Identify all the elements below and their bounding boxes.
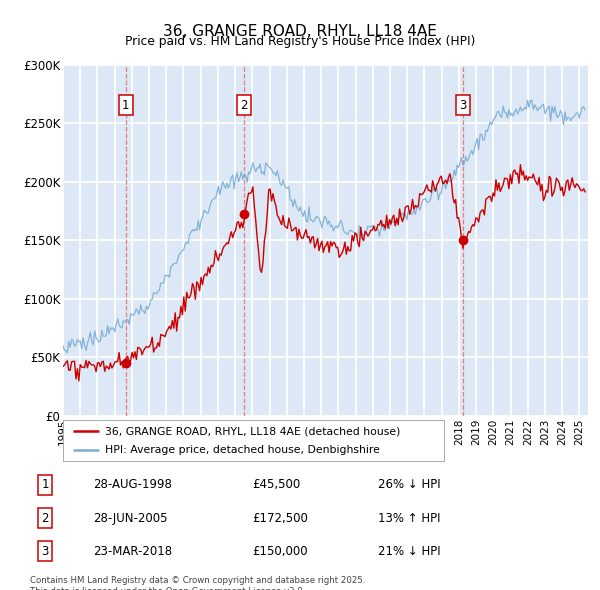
Text: Price paid vs. HM Land Registry's House Price Index (HPI): Price paid vs. HM Land Registry's House …	[125, 35, 475, 48]
Text: 36, GRANGE ROAD, RHYL, LL18 4AE: 36, GRANGE ROAD, RHYL, LL18 4AE	[163, 24, 437, 38]
Text: 13% ↑ HPI: 13% ↑ HPI	[378, 512, 440, 525]
Text: Contains HM Land Registry data © Crown copyright and database right 2025.
This d: Contains HM Land Registry data © Crown c…	[30, 576, 365, 590]
Text: 1: 1	[41, 478, 49, 491]
Text: 21% ↓ HPI: 21% ↓ HPI	[378, 545, 440, 558]
Text: 2: 2	[41, 512, 49, 525]
Text: 28-JUN-2005: 28-JUN-2005	[93, 512, 167, 525]
Text: 36, GRANGE ROAD, RHYL, LL18 4AE (detached house): 36, GRANGE ROAD, RHYL, LL18 4AE (detache…	[105, 426, 400, 436]
Text: 26% ↓ HPI: 26% ↓ HPI	[378, 478, 440, 491]
Text: £150,000: £150,000	[252, 545, 308, 558]
Text: 3: 3	[41, 545, 49, 558]
Text: HPI: Average price, detached house, Denbighshire: HPI: Average price, detached house, Denb…	[105, 445, 380, 455]
Text: 28-AUG-1998: 28-AUG-1998	[93, 478, 172, 491]
Text: £45,500: £45,500	[252, 478, 300, 491]
Text: 1: 1	[122, 99, 130, 112]
Text: 23-MAR-2018: 23-MAR-2018	[93, 545, 172, 558]
Text: 2: 2	[240, 99, 247, 112]
Text: 3: 3	[459, 99, 466, 112]
Text: £172,500: £172,500	[252, 512, 308, 525]
